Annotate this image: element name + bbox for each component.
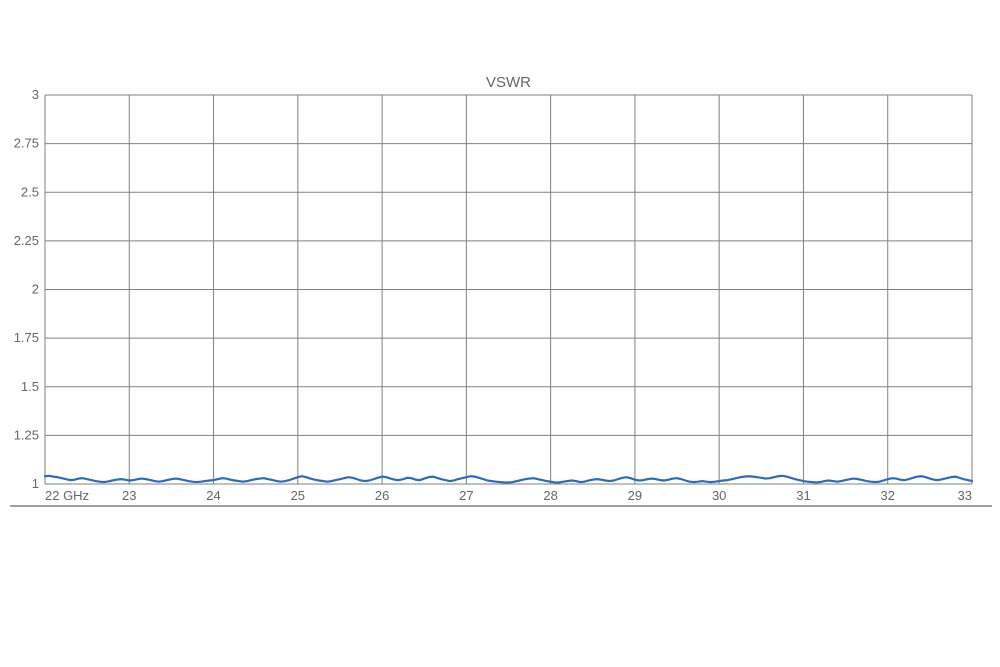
- y-tick-label: 2.75: [14, 136, 39, 151]
- x-tick-label: 31: [796, 488, 810, 503]
- x-tick-label: 28: [543, 488, 557, 503]
- y-tick-label: 2: [32, 282, 39, 297]
- x-tick-label: 26: [375, 488, 389, 503]
- x-tick-label: 30: [712, 488, 726, 503]
- x-tick-label: 25: [291, 488, 305, 503]
- y-tick-label: 2.25: [14, 233, 39, 248]
- y-tick-label: 1: [32, 476, 39, 491]
- chart-title: VSWR: [486, 74, 531, 91]
- y-tick-label: 2.5: [21, 184, 39, 199]
- vswr-chart: VSWR22 GHz232425262728293031323311.251.5…: [0, 0, 1000, 667]
- x-tick-label: 27: [459, 488, 473, 503]
- chart-container: VSWR22 GHz232425262728293031323311.251.5…: [0, 0, 1000, 667]
- x-tick-label: 22 GHz: [45, 488, 89, 503]
- y-tick-label: 1.5: [21, 379, 39, 394]
- x-tick-label: 23: [122, 488, 136, 503]
- x-tick-label: 33: [958, 488, 972, 503]
- x-tick-label: 32: [880, 488, 894, 503]
- x-tick-label: 29: [628, 488, 642, 503]
- y-tick-label: 3: [32, 87, 39, 102]
- y-tick-label: 1.25: [14, 427, 39, 442]
- x-tick-label: 24: [206, 488, 220, 503]
- y-tick-label: 1.75: [14, 330, 39, 345]
